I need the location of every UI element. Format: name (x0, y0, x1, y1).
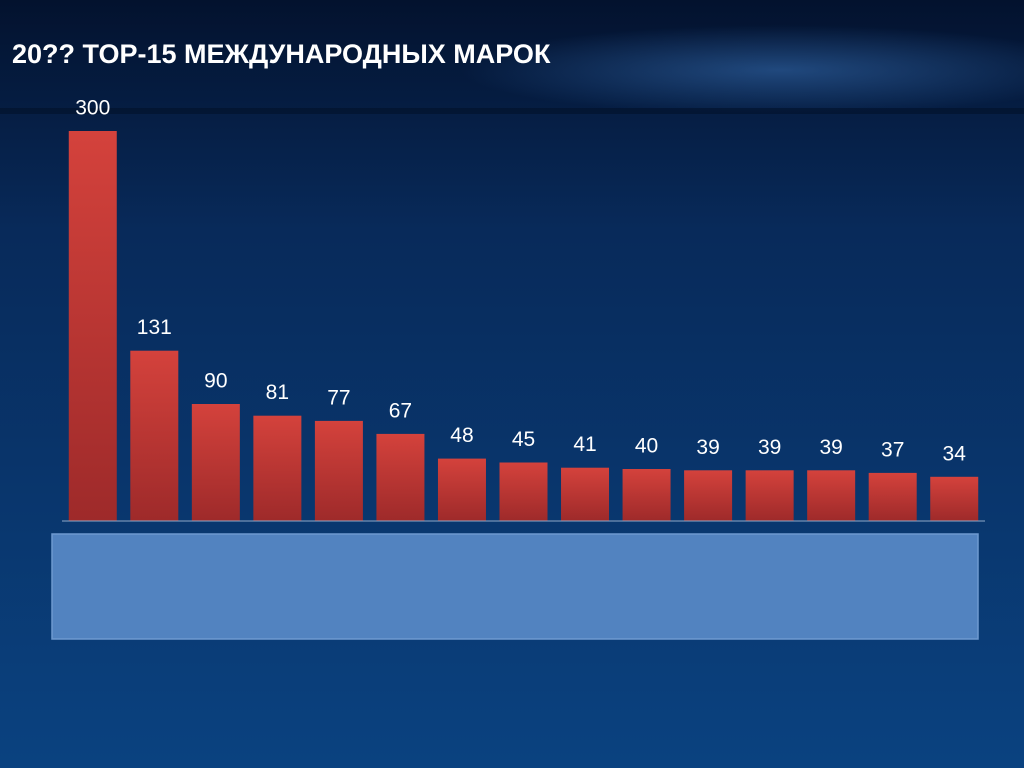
data-label: 45 (512, 428, 535, 451)
data-label: 39 (696, 436, 719, 459)
bar (499, 462, 548, 521)
data-label: 300 (75, 97, 110, 120)
data-label: 48 (450, 424, 473, 447)
info-panel (51, 533, 979, 640)
bar (807, 470, 856, 521)
data-label: 67 (389, 399, 412, 422)
bar (622, 469, 671, 521)
data-label: 90 (204, 370, 227, 393)
data-label: 77 (327, 386, 350, 409)
bar (68, 131, 117, 521)
bar (561, 467, 610, 521)
glow (460, 25, 1024, 115)
data-label: 37 (881, 438, 904, 461)
bar (130, 350, 179, 521)
bar (191, 404, 240, 521)
bar (868, 472, 917, 521)
bar (314, 420, 363, 521)
bar (437, 458, 486, 521)
data-label: 34 (943, 442, 967, 465)
bar (684, 470, 733, 521)
chart-title: 20?? TOP-15 МЕЖДУНАРОДНЫХ МАРОК (12, 39, 551, 69)
bar (930, 476, 979, 521)
data-label: 39 (819, 436, 842, 459)
bar (376, 433, 425, 521)
header-band (0, 108, 1024, 114)
data-label: 131 (137, 316, 172, 339)
bar (745, 470, 794, 521)
data-label: 81 (266, 381, 289, 404)
data-label: 39 (758, 436, 781, 459)
bar (253, 415, 302, 521)
plot: 300 131 90 81 77 67 48 45 41 40 39 39 39 37 34 (62, 97, 985, 522)
data-label: 41 (573, 433, 596, 456)
data-label: 40 (635, 435, 658, 458)
